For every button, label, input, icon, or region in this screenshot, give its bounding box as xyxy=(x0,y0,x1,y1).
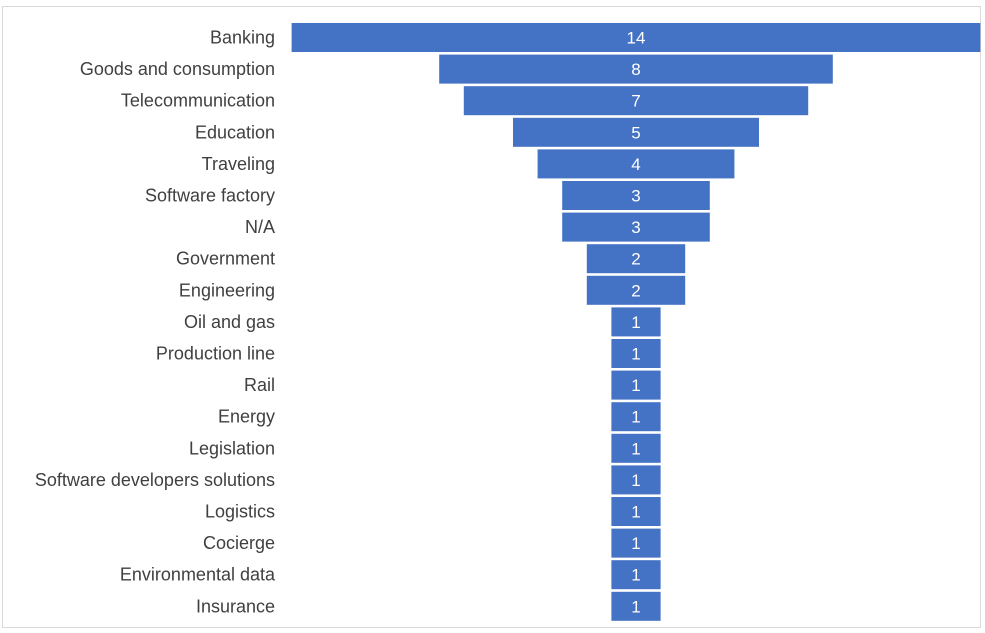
funnel-bar xyxy=(611,402,661,432)
category-label: Energy xyxy=(218,407,275,427)
funnel-bar xyxy=(513,117,759,147)
category-label: Government xyxy=(176,249,275,269)
category-label: Telecommunication xyxy=(121,91,275,111)
category-label: Insurance xyxy=(196,596,275,616)
category-label: Oil and gas xyxy=(184,312,275,332)
data-label: 3 xyxy=(631,187,640,206)
funnel-bar xyxy=(611,528,661,558)
category-label: Software factory xyxy=(145,186,275,206)
data-label: 1 xyxy=(631,439,640,458)
funnel-bar xyxy=(611,433,661,463)
funnel-bar xyxy=(291,23,981,52)
category-label: Production line xyxy=(156,344,275,364)
data-label: 1 xyxy=(631,503,640,522)
data-label: 1 xyxy=(631,408,640,427)
category-label: Software developers solutions xyxy=(35,470,275,490)
funnel-bar xyxy=(562,212,710,242)
data-label: 1 xyxy=(631,313,640,332)
funnel-bar xyxy=(611,307,661,337)
category-label: Traveling xyxy=(202,154,275,174)
funnel-bar xyxy=(611,497,661,526)
funnel-bar xyxy=(611,339,661,368)
data-label: 2 xyxy=(631,281,640,300)
data-label: 1 xyxy=(631,534,640,553)
category-label: Banking xyxy=(210,28,275,48)
funnel-bar xyxy=(611,465,661,495)
funnel-bar xyxy=(463,86,809,116)
data-label: 1 xyxy=(631,597,640,616)
data-label: 14 xyxy=(627,29,646,48)
funnel-bar xyxy=(537,149,735,179)
category-label: Cocierge xyxy=(203,533,275,553)
funnel-bar xyxy=(611,370,661,400)
data-label: 5 xyxy=(631,123,640,142)
funnel-bar xyxy=(611,560,661,590)
category-label: Education xyxy=(195,122,275,142)
category-label: Logistics xyxy=(205,502,275,522)
data-label: 1 xyxy=(631,376,640,395)
category-label: Legislation xyxy=(189,438,275,458)
category-label: Goods and consumption xyxy=(80,59,275,79)
data-label: 1 xyxy=(631,345,640,364)
funnel-bar xyxy=(562,181,710,210)
data-label: 7 xyxy=(631,92,640,111)
category-label: Environmental data xyxy=(120,565,276,585)
bars-layer xyxy=(291,23,981,621)
data-label: 1 xyxy=(631,471,640,490)
category-label: Rail xyxy=(244,375,275,395)
funnel-bar xyxy=(586,244,686,274)
category-label: Engineering xyxy=(179,280,275,300)
data-label: 3 xyxy=(631,218,640,237)
data-label: 1 xyxy=(631,566,640,585)
category-label: N/A xyxy=(245,217,275,237)
funnel-bar xyxy=(586,275,686,305)
data-label: 2 xyxy=(631,250,640,269)
data-label: 4 xyxy=(631,155,640,174)
data-label: 8 xyxy=(631,60,640,79)
funnel-bar xyxy=(611,591,661,621)
funnel-bar xyxy=(439,54,833,84)
